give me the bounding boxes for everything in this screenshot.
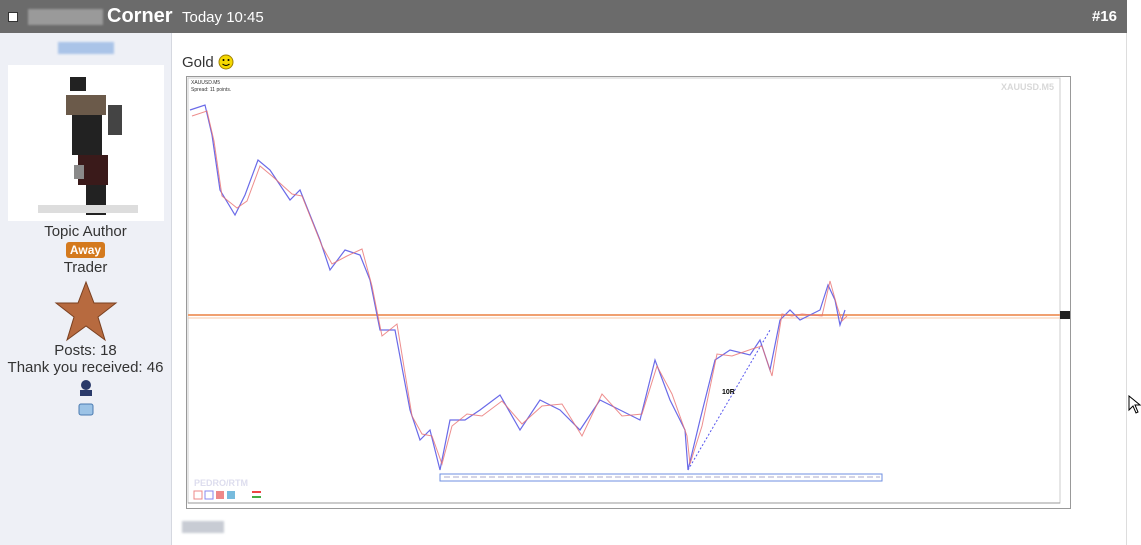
post-text: Gold	[182, 54, 234, 71]
post-time: Today 10:45	[182, 9, 264, 26]
post-header: Corner Today 10:45 #16	[0, 0, 1127, 33]
chart-symbol-info: XAUUSD.M5	[191, 80, 220, 86]
avatar	[7, 65, 164, 221]
author-rank: Trader	[63, 259, 108, 276]
thanks-count: Thank you received: 46	[7, 359, 164, 376]
status-badge: Away	[65, 242, 106, 258]
chart-image[interactable]: XAUUSD.M5 Spread: 11 points. XAUUSD.M5 1…	[186, 76, 1071, 510]
chart-watermark-symbol: XAUUSD.M5	[1001, 82, 1054, 92]
icons[interactable]	[76, 378, 96, 418]
chart-watermark: PEDRO/RTM	[194, 478, 248, 488]
thread-title[interactable]: Corner	[107, 5, 173, 27]
post-number[interactable]: #16	[1091, 8, 1117, 25]
name-blur	[57, 42, 114, 54]
post-count: Posts: 18	[54, 342, 117, 359]
post-body: Gold	[182, 54, 214, 71]
signature-blur	[182, 521, 224, 533]
username-blur	[28, 9, 103, 25]
frame	[1126, 33, 1127, 545]
author-role: Topic Author	[44, 223, 127, 240]
mouse-cursor	[1128, 395, 1141, 414]
author-panel: Topic Author Away Trader Posts: 18 Thank…	[0, 33, 172, 545]
rank-star	[54, 280, 117, 342]
chart-spread: Spread: 11 points.	[191, 87, 231, 93]
chart-annotation: 10R	[722, 389, 735, 396]
smiley	[218, 54, 234, 70]
collapse-icon[interactable]	[8, 12, 18, 22]
